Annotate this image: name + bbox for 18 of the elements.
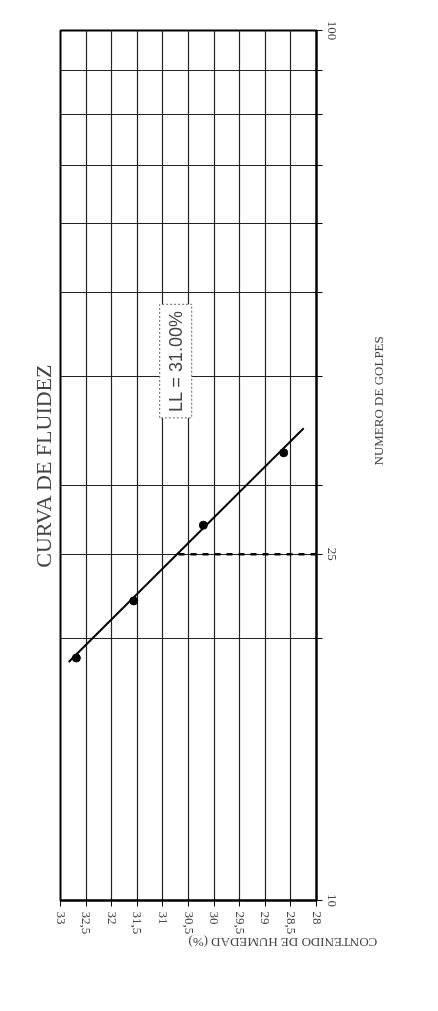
- x-tick-label: 33: [53, 911, 69, 925]
- x-tick-label: 31: [155, 911, 171, 925]
- text: CURVA DE FLUIDEZ: [30, 364, 56, 568]
- x-tick-label: 31,5: [130, 911, 146, 935]
- y-tick-label: 25: [324, 547, 340, 561]
- x-tick-label: 32,5: [79, 911, 95, 935]
- x-tick-label: 29,5: [232, 911, 248, 935]
- x-tick-label: 32: [104, 911, 120, 925]
- y-axis-title: NUMERO DE GOLPES: [371, 336, 386, 466]
- y-tick-label: 10: [324, 894, 340, 907]
- annotation: LL = 31.00%: [165, 310, 186, 412]
- x-tick-label: 30: [207, 911, 223, 925]
- y-tick-label: 100: [324, 20, 340, 41]
- x-axis-title: CONTENIDO DE HUMEDAD (%): [188, 934, 378, 950]
- x-tick-label: 28,5: [283, 911, 299, 935]
- x-tick-label: 30,5: [181, 911, 197, 935]
- x-tick-label: 28: [309, 911, 325, 925]
- x-tick-label: 29: [258, 911, 274, 925]
